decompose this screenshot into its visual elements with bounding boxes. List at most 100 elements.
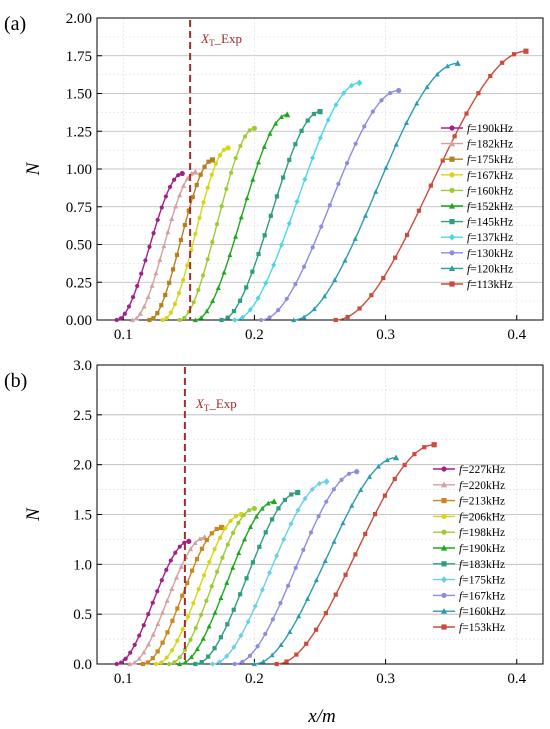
data-point — [276, 308, 281, 313]
data-point — [511, 52, 517, 57]
data-point — [293, 565, 298, 570]
data-point — [242, 536, 248, 542]
data-point — [197, 536, 203, 541]
data-point — [191, 601, 196, 606]
legend-swatch-marker — [440, 576, 448, 583]
data-point — [287, 629, 293, 634]
data-point — [193, 231, 198, 237]
data-point — [253, 513, 259, 519]
data-point — [372, 512, 378, 517]
legend-swatch-marker — [448, 233, 456, 241]
x-tick-label: 0.2 — [245, 671, 264, 687]
data-point — [383, 165, 389, 170]
data-point — [159, 205, 164, 210]
data-point — [151, 316, 156, 321]
legend-swatch-marker — [449, 156, 455, 162]
data-point — [294, 198, 300, 205]
data-point — [310, 155, 316, 161]
data-point — [155, 621, 161, 627]
data-point — [238, 632, 244, 639]
data-point — [230, 564, 236, 570]
legend-entry: f=120kHz — [467, 263, 513, 275]
data-point — [169, 586, 175, 592]
series-f=182kHz — [129, 168, 199, 323]
chart-panel-b: 0.1 0.2 0.3 0.4 0.0 0.5 1.0 1.5 2.0 2.5 3.0 Nx/m (b)… — [4, 358, 544, 727]
data-point — [488, 73, 493, 79]
data-point — [212, 609, 218, 615]
data-point — [251, 661, 257, 667]
data-point — [382, 493, 388, 498]
data-point — [209, 584, 214, 589]
legend-entry: f=190kHz — [467, 123, 513, 135]
data-point — [293, 142, 298, 147]
data-point — [236, 550, 242, 556]
data-point — [133, 315, 139, 321]
data-point — [379, 98, 384, 103]
legend-entry: f=183kHz — [459, 559, 505, 571]
data-point — [317, 135, 323, 141]
series-f=198kHz — [167, 505, 258, 667]
data-point — [164, 315, 169, 321]
data-point — [305, 596, 311, 601]
data-point — [181, 183, 187, 188]
data-point — [301, 547, 306, 552]
data-point — [284, 659, 289, 664]
data-point — [352, 236, 358, 241]
data-point — [256, 251, 261, 257]
legend-entry: f=167kHz — [467, 170, 513, 182]
legend-swatch-marker — [448, 265, 456, 271]
data-point — [349, 82, 355, 89]
data-point — [201, 573, 207, 578]
data-point — [304, 641, 309, 646]
legend-entry: f=113kHz — [467, 279, 513, 291]
data-point — [129, 317, 135, 323]
data-point — [168, 558, 173, 563]
data-point — [325, 117, 331, 123]
data-point — [122, 311, 127, 316]
y-tick-label: 0.00 — [66, 313, 92, 329]
data-point — [131, 659, 137, 665]
legend-swatch-marker — [441, 498, 447, 504]
data-point — [241, 513, 246, 518]
data-point — [150, 656, 155, 661]
data-point — [322, 558, 328, 563]
data-point — [362, 212, 369, 218]
y-tick-label: 0.25 — [66, 275, 92, 291]
data-point — [263, 631, 268, 637]
data-point — [170, 618, 175, 623]
data-point — [225, 315, 230, 320]
data-point — [209, 661, 215, 667]
data-point — [251, 505, 258, 512]
data-point — [288, 521, 294, 527]
y-tick-label: 0.50 — [66, 238, 92, 254]
data-point — [146, 612, 151, 617]
legend: f=227kHz f=220kHz f=213kHz f=206kHz f=198kHz… — [433, 464, 505, 634]
data-point — [224, 186, 229, 192]
data-point — [165, 630, 170, 635]
data-point — [362, 124, 367, 129]
data-point — [209, 172, 214, 177]
data-point — [313, 577, 319, 583]
data-point — [286, 583, 291, 588]
data-point — [118, 316, 123, 321]
data-point — [267, 130, 273, 136]
data-point — [127, 661, 133, 667]
data-point — [212, 547, 217, 552]
data-point — [200, 635, 206, 641]
data-point — [274, 661, 279, 667]
data-point — [201, 200, 206, 205]
data-point — [212, 646, 217, 651]
data-point — [147, 317, 152, 323]
data-point — [228, 170, 234, 175]
data-point — [273, 120, 279, 126]
data-point — [299, 128, 304, 133]
data-point — [155, 649, 160, 654]
data-point — [230, 530, 236, 535]
x-axis-label: x/m — [307, 706, 335, 727]
data-point — [160, 317, 165, 323]
data-point — [232, 317, 238, 323]
data-point — [221, 147, 227, 152]
data-point — [392, 476, 397, 482]
legend-entry: f=130kHz — [467, 248, 513, 260]
y-tick-label: 0.0 — [73, 657, 92, 673]
